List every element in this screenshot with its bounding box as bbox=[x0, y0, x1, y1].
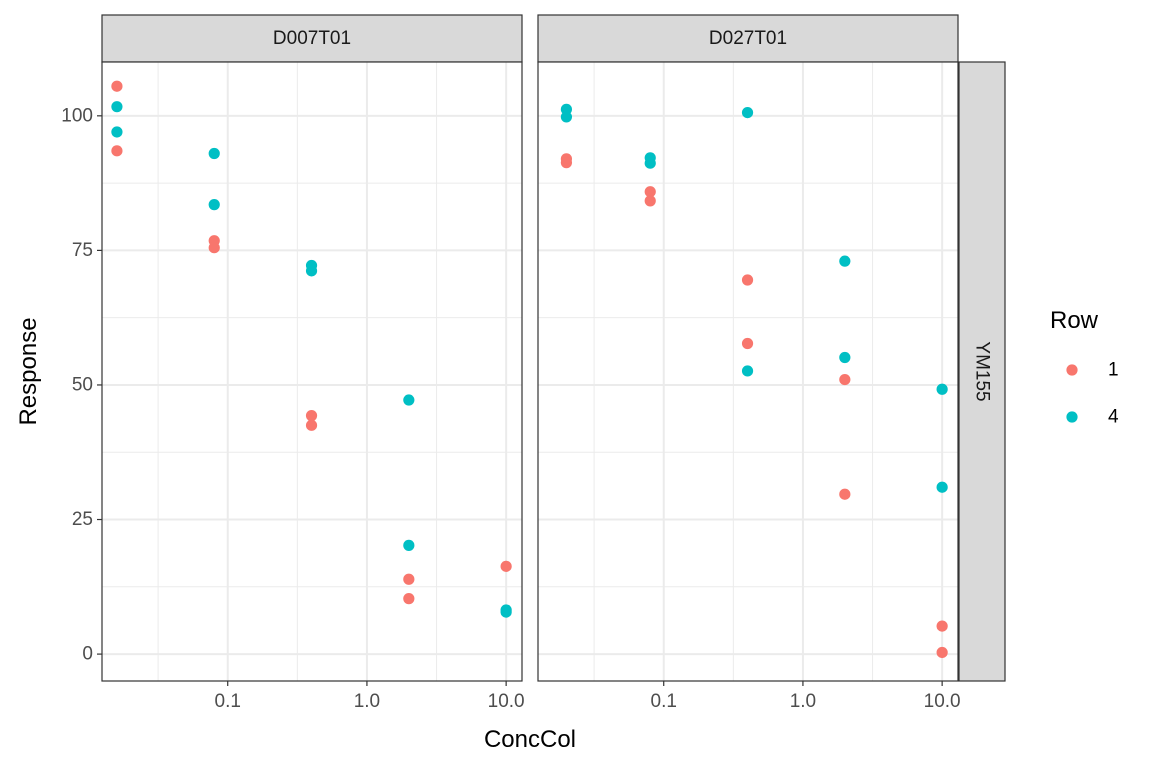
data-point-row-4 bbox=[839, 351, 851, 364]
data-point-row-1 bbox=[305, 419, 318, 431]
y-tick-label: 25 bbox=[72, 509, 93, 530]
data-point-row-1 bbox=[560, 157, 573, 169]
data-point-row-1 bbox=[839, 488, 851, 500]
y-tick-label: 0 bbox=[82, 644, 93, 665]
data-point-row-4 bbox=[936, 481, 948, 493]
data-point-row-4 bbox=[208, 147, 220, 160]
y-axis-title: Response bbox=[15, 317, 42, 425]
legend-label: 1 bbox=[1108, 360, 1119, 381]
gridlines bbox=[102, 62, 522, 681]
x-tick-label: 1.0 bbox=[790, 691, 816, 712]
facet-panel-d007t01: D007T01 bbox=[101, 14, 523, 682]
x-tick-label: 1.0 bbox=[354, 691, 380, 712]
data-point-row-1 bbox=[644, 195, 656, 207]
data-point-row-1 bbox=[111, 80, 123, 92]
legend-title: Row bbox=[1050, 307, 1099, 334]
data-point-row-4 bbox=[644, 157, 656, 169]
data-point-row-1 bbox=[741, 337, 754, 350]
row-facet-label: YM155 bbox=[972, 341, 993, 401]
data-point-row-4 bbox=[741, 365, 754, 377]
facet-strip-label: D027T01 bbox=[709, 28, 787, 49]
legend-swatch bbox=[1066, 364, 1078, 376]
legend-swatch bbox=[1066, 411, 1078, 423]
data-point-row-4 bbox=[500, 606, 512, 618]
y-tick-label: 75 bbox=[72, 240, 93, 261]
row-facet-strip-box bbox=[958, 61, 1006, 682]
data-point-row-1 bbox=[644, 186, 656, 198]
data-point-row-4 bbox=[403, 394, 415, 406]
data-point-row-1 bbox=[936, 620, 948, 632]
data-point-row-1 bbox=[208, 242, 220, 254]
legend-entry-4: 4 bbox=[1066, 407, 1119, 428]
data-point-row-1 bbox=[111, 145, 123, 157]
data-points bbox=[111, 80, 512, 618]
data-point-row-4 bbox=[208, 199, 220, 211]
data-point-row-4 bbox=[741, 106, 754, 119]
x-axis-title: ConcCol bbox=[484, 726, 576, 753]
data-point-row-1 bbox=[403, 573, 415, 585]
data-point-row-4 bbox=[560, 111, 573, 123]
data-point-row-4 bbox=[936, 383, 948, 395]
data-points bbox=[560, 103, 948, 659]
panels-layer: D007T01 D027T01 bbox=[101, 14, 959, 682]
data-point-row-4 bbox=[305, 265, 318, 277]
data-point-row-1 bbox=[936, 646, 948, 659]
panel-background bbox=[102, 62, 522, 681]
x-tick-label: 10.0 bbox=[488, 691, 525, 712]
facet-strip bbox=[101, 14, 523, 63]
data-point-row-1 bbox=[305, 410, 318, 422]
data-point-row-4 bbox=[403, 539, 415, 551]
data-point-row-1 bbox=[839, 373, 851, 386]
data-point-row-4 bbox=[839, 255, 851, 267]
x-axis: 0.1 1.0 10.0 0.1 1.0 10.0 bbox=[215, 681, 961, 712]
data-point-row-1 bbox=[741, 274, 754, 286]
x-tick-label: 0.1 bbox=[651, 691, 677, 712]
facet-panel-d027t01: D027T01 bbox=[537, 14, 959, 682]
y-tick-label: 50 bbox=[72, 374, 93, 395]
legend: Row 14 bbox=[1050, 307, 1119, 428]
legend-entries: 14 bbox=[1066, 360, 1119, 428]
y-axis: 0 25 50 75 100 bbox=[61, 105, 102, 665]
legend-label: 4 bbox=[1108, 407, 1119, 428]
panel-border bbox=[101, 61, 523, 682]
data-point-row-4 bbox=[111, 126, 123, 138]
y-tick-label: 100 bbox=[61, 105, 93, 126]
x-tick-label: 0.1 bbox=[215, 691, 241, 712]
row-facet-strip: YM155 bbox=[958, 61, 1006, 682]
data-point-row-1 bbox=[403, 593, 415, 605]
facet-strip bbox=[537, 14, 959, 63]
facet-strip-label: D007T01 bbox=[273, 28, 351, 49]
x-tick-label: 10.0 bbox=[924, 691, 961, 712]
panel-border bbox=[537, 61, 959, 682]
data-point-row-1 bbox=[500, 560, 512, 572]
legend-entry-1: 1 bbox=[1066, 360, 1119, 381]
data-point-row-4 bbox=[111, 101, 123, 113]
